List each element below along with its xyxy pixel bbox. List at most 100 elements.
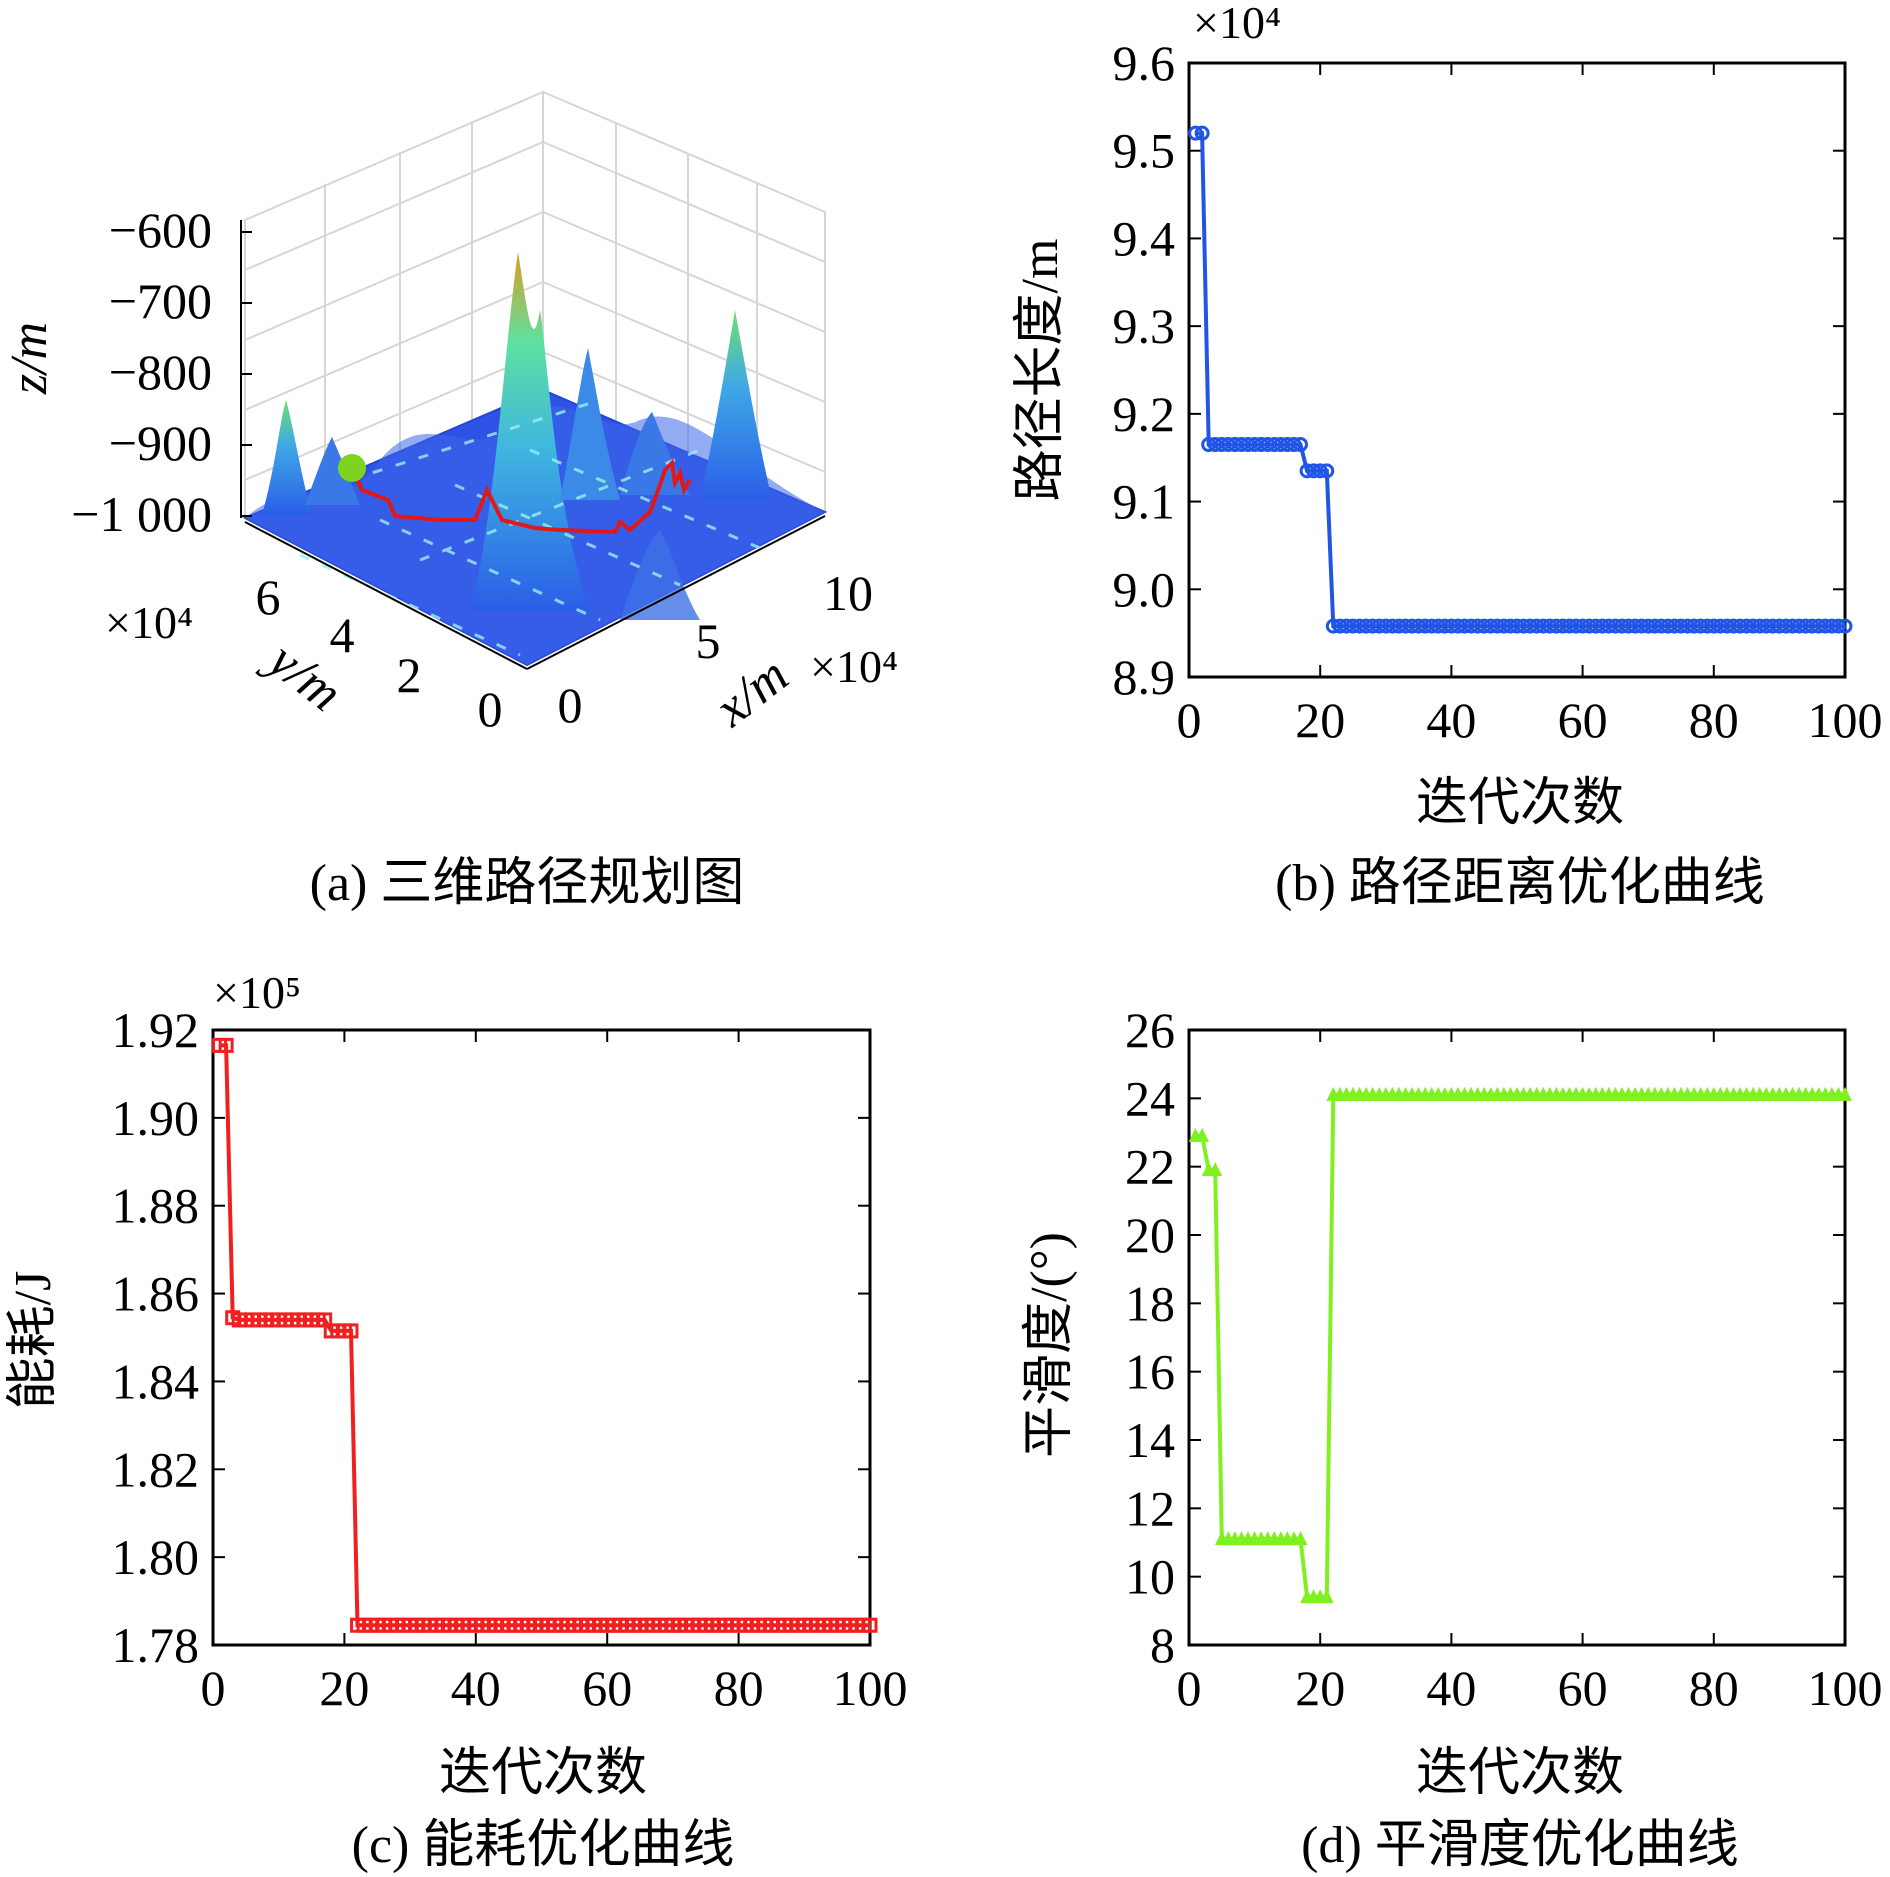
chart-d-x-label: 迭代次数 bbox=[1416, 1745, 1624, 1802]
x-tick-label: 80 bbox=[1689, 1660, 1739, 1716]
y-tick-label: 16 bbox=[1125, 1344, 1175, 1400]
data-point bbox=[218, 1037, 234, 1053]
x-tick-label: 20 bbox=[1295, 692, 1345, 748]
chart-c-x-label: 迭代次数 bbox=[439, 1745, 647, 1802]
x-tick-label: 10 bbox=[823, 565, 873, 621]
peak-right-tall bbox=[700, 310, 772, 500]
x-tick-label: 40 bbox=[1426, 692, 1476, 748]
y-tick-label: 1.84 bbox=[112, 1353, 200, 1409]
z-ticks bbox=[241, 231, 252, 517]
data-point bbox=[343, 1323, 359, 1339]
x-tick-label: 60 bbox=[1558, 1660, 1608, 1716]
x-tick-label: 60 bbox=[1558, 692, 1608, 748]
y-tick-label: 1.86 bbox=[112, 1266, 200, 1322]
y-tick-label: 8.9 bbox=[1113, 649, 1176, 705]
chart-c-y-label: 能耗/J bbox=[5, 1271, 62, 1410]
y-tick-label: 1.88 bbox=[112, 1178, 200, 1234]
y-tick-label: 9.4 bbox=[1113, 210, 1176, 266]
plot-frame bbox=[1187, 1028, 1847, 1647]
panel-d-chart: 0 20 40 60 80 100 8 10 12 14 16 18 20 22 24 26 迭代次数 平滑度… bbox=[1021, 1002, 1883, 1874]
y-tick-label: 18 bbox=[1125, 1275, 1175, 1331]
data-point bbox=[1830, 618, 1846, 634]
x-tick-label: 100 bbox=[833, 1660, 908, 1716]
y-tick-label: 1.78 bbox=[112, 1617, 200, 1673]
y-tick-label: 24 bbox=[1125, 1070, 1175, 1126]
data-point bbox=[1312, 463, 1328, 479]
data-point bbox=[1838, 1086, 1852, 1101]
panel-a-3d-plot: −600 −700 −800 −900 −1 000 z/m ×10⁴ 6 4 … bbox=[1, 90, 898, 912]
x-tick-label: 80 bbox=[1689, 692, 1739, 748]
panel-b-chart: 0 20 40 60 80 100 8.9 9.0 9.1 9.2 9.3 9.4 9.5 9.6 ×10… bbox=[1012, 0, 1883, 912]
z-tick-labels: −600 −700 −800 −900 −1 000 bbox=[71, 202, 212, 542]
z-tick-label: −900 bbox=[109, 415, 212, 471]
terrain-contours bbox=[299, 398, 761, 657]
chart-d-plot: 0 20 40 60 80 100 8 10 12 14 16 18 20 22 24 26 bbox=[1125, 1002, 1883, 1716]
z-tick-label: −800 bbox=[109, 344, 212, 400]
y-tick-label: 1.92 bbox=[112, 1002, 200, 1058]
data-point bbox=[1319, 463, 1335, 479]
x-tick-label: 0 bbox=[1177, 692, 1202, 748]
z-axis-label: z/m bbox=[1, 322, 58, 395]
data-point bbox=[1286, 437, 1302, 453]
data-point bbox=[862, 1617, 878, 1633]
x-tick-label: 0 bbox=[201, 1660, 226, 1716]
x-tick-label: 0 bbox=[558, 677, 583, 733]
y-tick-label: 1.82 bbox=[112, 1441, 200, 1497]
x-tick-label: 40 bbox=[1426, 1660, 1476, 1716]
data-point bbox=[1319, 1589, 1334, 1604]
terrain-peaks bbox=[262, 252, 772, 620]
y-tick-label: 14 bbox=[1125, 1412, 1175, 1468]
series-line bbox=[1195, 131, 1845, 629]
chart-b-y-label: 路径长度/m bbox=[1012, 239, 1069, 502]
plot-frame bbox=[211, 1028, 872, 1647]
y-tick-label: 9.5 bbox=[1113, 123, 1176, 179]
plot-frame bbox=[1187, 61, 1847, 679]
x-multiplier: ×10⁴ bbox=[810, 641, 898, 692]
x-tick-label: 0 bbox=[1177, 1660, 1202, 1716]
data-point bbox=[1195, 1127, 1210, 1142]
peak-left bbox=[262, 400, 312, 515]
y-tick-label: 0 bbox=[478, 681, 503, 737]
y-axis-line bbox=[244, 521, 528, 670]
x-tick-label: 80 bbox=[714, 1660, 764, 1716]
z-tick-label: −600 bbox=[109, 202, 212, 258]
y-tick-label: 22 bbox=[1125, 1139, 1175, 1195]
data-point bbox=[1837, 618, 1853, 634]
y-tick-labels: 6 4 2 0 bbox=[256, 569, 503, 737]
data-point bbox=[1293, 1531, 1308, 1546]
panel-c-chart: 0 20 40 60 80 100 1.78 1.80 1.82 1.84 1.86 1.88 1.90… bbox=[5, 967, 908, 1874]
x-tick-label: 100 bbox=[1808, 1660, 1883, 1716]
x-tick-label: 20 bbox=[1295, 1660, 1345, 1716]
y-tick-label: 4 bbox=[330, 607, 355, 663]
y-tick-label: 9.1 bbox=[1113, 474, 1176, 530]
x-tick-label: 60 bbox=[582, 1660, 632, 1716]
y-tick-label: 26 bbox=[1125, 1002, 1175, 1058]
y-tick-label: 12 bbox=[1125, 1480, 1175, 1536]
x-tick-label: 5 bbox=[696, 613, 721, 669]
x-axis-line bbox=[526, 515, 826, 670]
y-tick-label: 9.6 bbox=[1113, 35, 1176, 91]
x-tick-label: 40 bbox=[451, 1660, 501, 1716]
series-line bbox=[1195, 1092, 1845, 1600]
data-point bbox=[1208, 1162, 1223, 1177]
x-tick-labels: 0 5 10 bbox=[558, 565, 874, 733]
y-tick-label: 20 bbox=[1125, 1207, 1175, 1263]
data-point bbox=[1188, 125, 1204, 141]
z-tick-label: −700 bbox=[109, 273, 212, 329]
chart-d-y-label: 平滑度/(°) bbox=[1021, 1232, 1078, 1458]
start-point-marker bbox=[338, 454, 366, 482]
planned-path-3d bbox=[350, 458, 692, 535]
y-tick-label: 9.3 bbox=[1113, 298, 1176, 354]
peak-center-mid bbox=[560, 348, 620, 500]
chart-c-plot: 0 20 40 60 80 100 1.78 1.80 1.82 1.84 1.86 1.88 1.90… bbox=[112, 1002, 908, 1716]
panel-a-caption: (a) 三维路径规划图 bbox=[310, 855, 745, 912]
chart-c-multiplier: ×10⁵ bbox=[213, 967, 301, 1018]
z-tick-label: −1 000 bbox=[71, 486, 212, 542]
y-tick-label: 10 bbox=[1125, 1549, 1175, 1605]
x-tick-label: 100 bbox=[1808, 692, 1883, 748]
chart-c-caption: (c) 能耗优化曲线 bbox=[352, 1817, 735, 1874]
y-tick-label: 1.80 bbox=[112, 1529, 200, 1585]
y-tick-label: 8 bbox=[1150, 1617, 1175, 1673]
series-line bbox=[219, 1043, 870, 1628]
peak-center-tall bbox=[470, 252, 590, 610]
